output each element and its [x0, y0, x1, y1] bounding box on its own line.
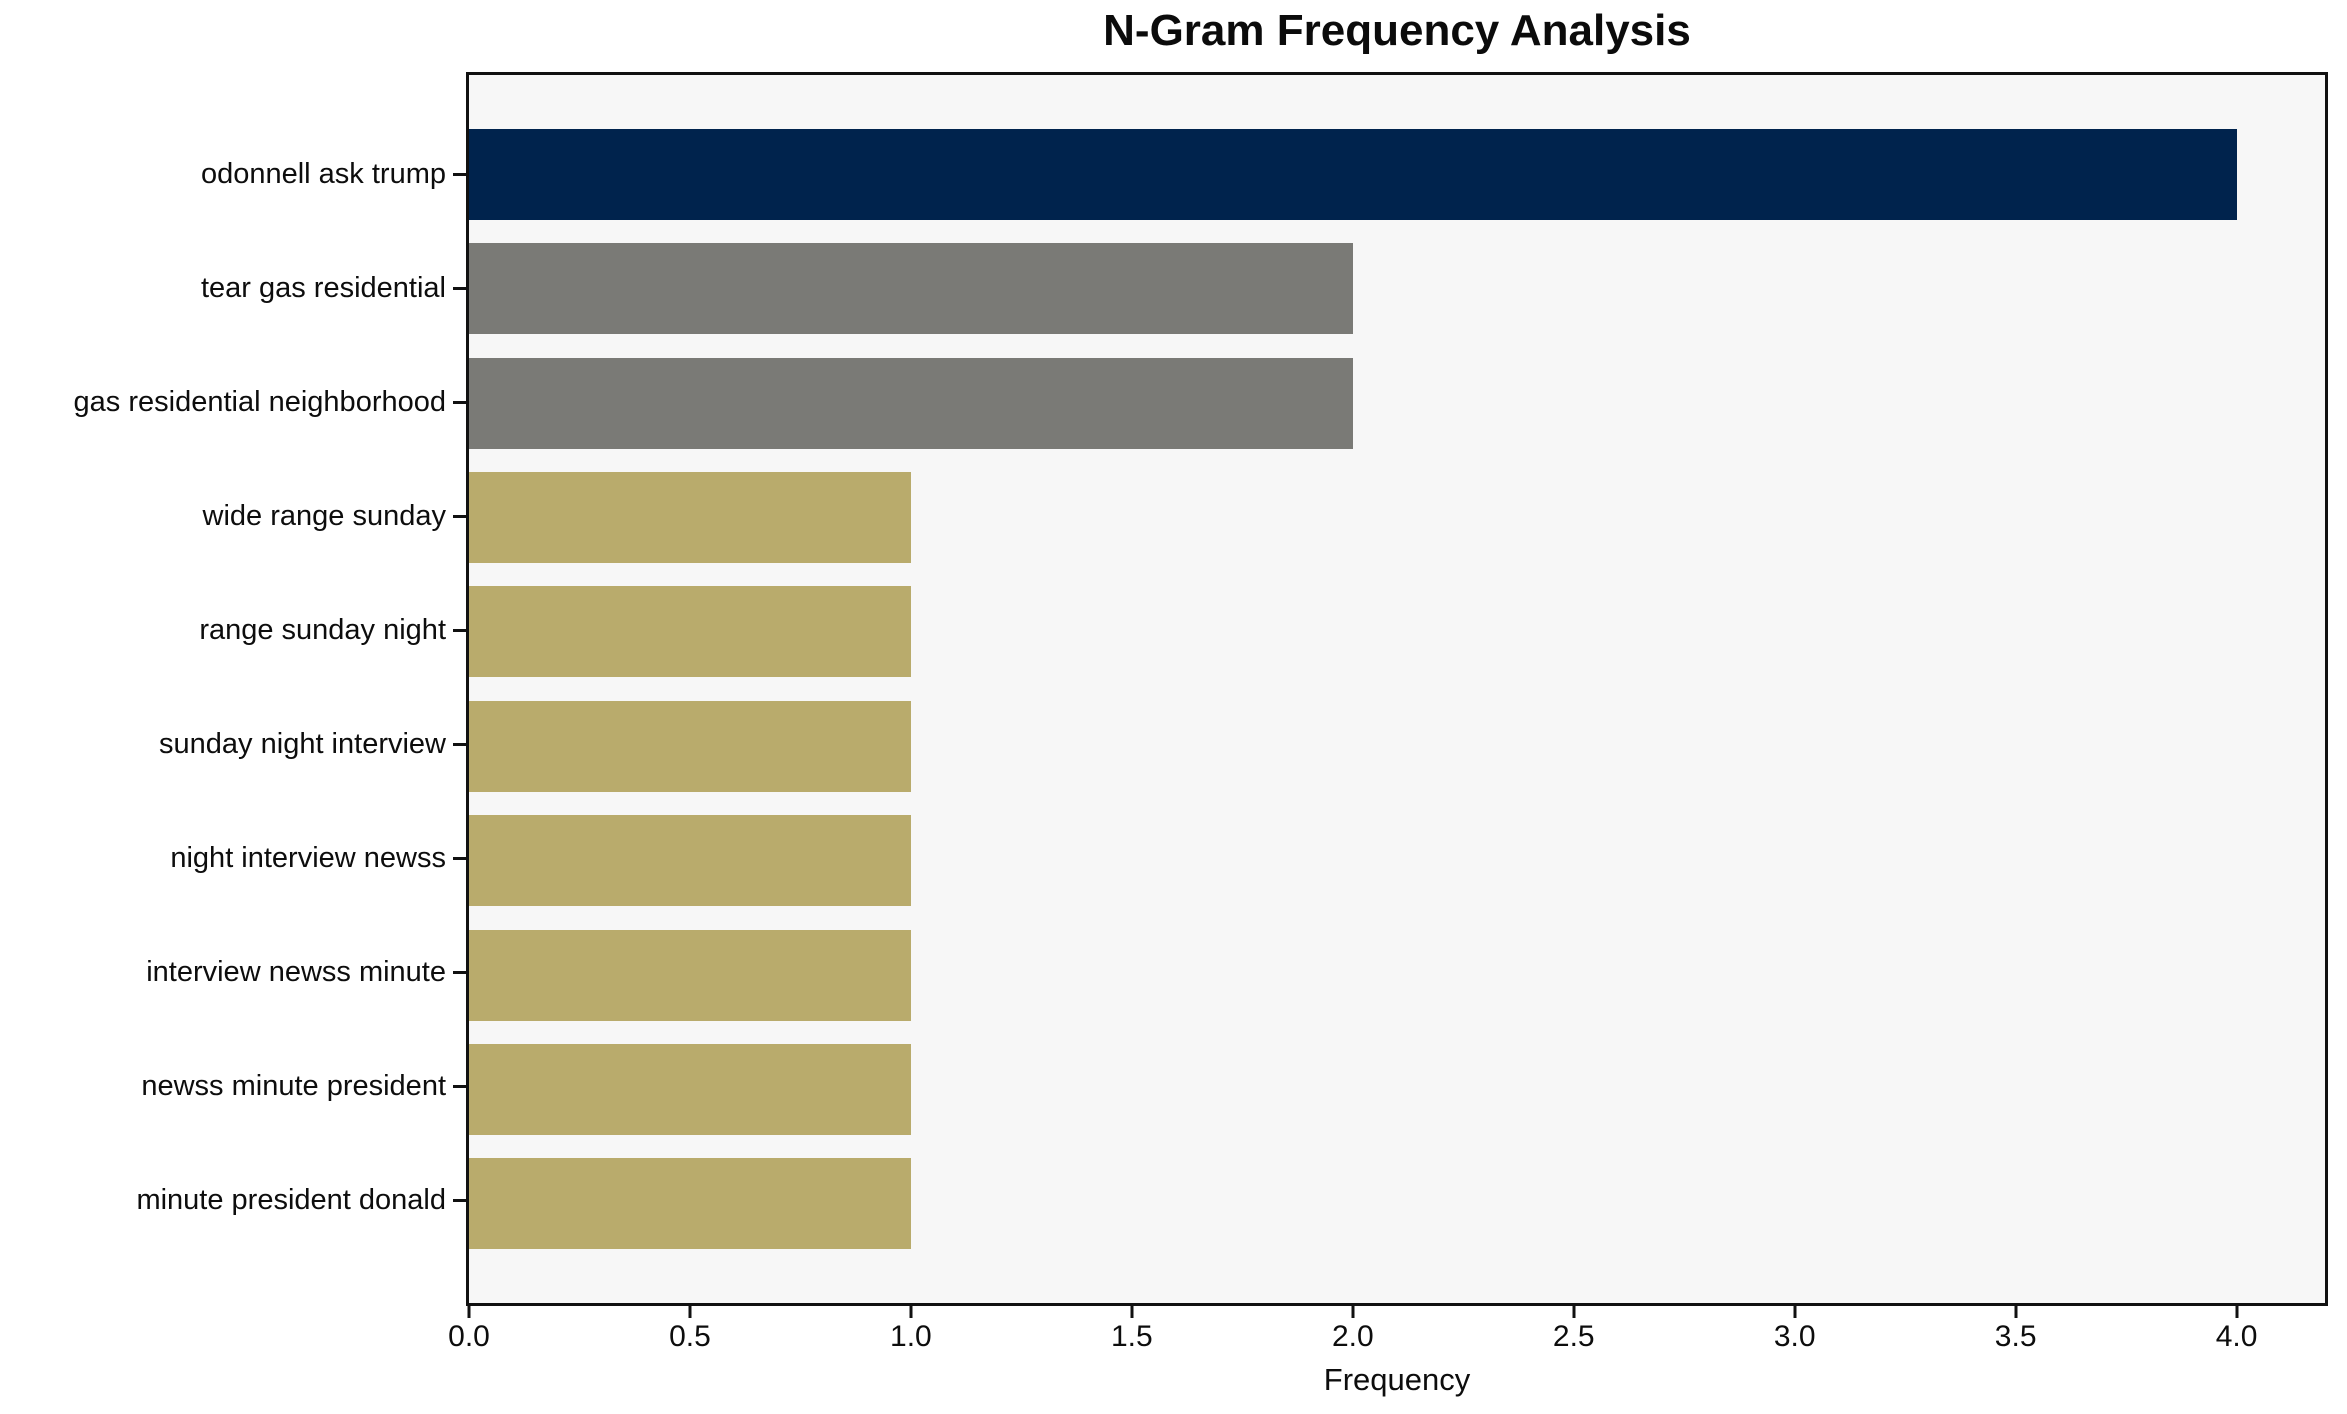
bars-container — [469, 75, 2325, 1303]
y-tick-label: newss minute president — [141, 1070, 446, 1103]
x-tick-mark — [2235, 1303, 2239, 1318]
y-tick-mark — [453, 514, 466, 518]
bar-gas-residential-neighborhood — [469, 357, 1353, 449]
y-tick-label: night interview newss — [170, 842, 446, 875]
y-tick-mark — [453, 172, 466, 176]
x-tick-label: 1.5 — [1110, 1320, 1153, 1353]
y-tick-label: range sunday night — [199, 613, 446, 646]
bar-row — [469, 689, 2325, 803]
y-tick-label: odonnell ask trump — [200, 157, 446, 190]
ylabel-row: interview newss minute — [0, 916, 466, 1030]
bar-minute-president-donald — [469, 1158, 911, 1250]
bar-row — [469, 1147, 2325, 1261]
bar-row — [469, 918, 2325, 1032]
ylabel-row: night interview newss — [0, 802, 466, 916]
y-tick-mark — [453, 743, 466, 747]
x-tick-label: 0.5 — [669, 1320, 711, 1353]
y-tick-label: minute president donald — [136, 1184, 446, 1217]
y-tick-mark — [453, 857, 466, 861]
y-axis-labels: odonnell ask trump tear gas residential ga… — [0, 75, 466, 1300]
x-tick-label: 3.5 — [1994, 1320, 2037, 1353]
x-tick-mark — [1130, 1303, 1134, 1318]
x-tick-mark — [1351, 1303, 1355, 1318]
chart-title: N-Gram Frequency Analysis — [1103, 6, 1691, 55]
ylabel-row: gas residential neighborhood — [0, 345, 466, 459]
x-tick-mark — [2014, 1303, 2018, 1318]
bar-sunday-night-interview — [469, 700, 911, 792]
ylabel-row: odonnell ask trump — [0, 117, 466, 231]
ylabel-row: sunday night interview — [0, 687, 466, 801]
bar-row — [469, 460, 2325, 574]
x-axis-tick-labels: 0.0 0.5 1.0 1.5 2.0 2.5 3.0 3.5 4.0 — [448, 1320, 2325, 1360]
y-tick-mark — [453, 400, 466, 404]
y-tick-label: gas residential neighborhood — [73, 385, 446, 418]
x-tick-mark — [467, 1303, 471, 1318]
x-axis-ticks — [467, 1303, 2325, 1318]
y-tick-label: interview newss minute — [146, 956, 446, 989]
x-tick-label: 1.0 — [890, 1320, 932, 1353]
ylabel-row: minute president donald — [0, 1144, 466, 1258]
x-tick-label: 3.0 — [1773, 1320, 1816, 1353]
bar-row — [469, 346, 2325, 460]
bar-row — [469, 117, 2325, 231]
bar-newss-minute-president — [469, 1043, 911, 1135]
x-tick-mark — [909, 1303, 913, 1318]
x-tick-mark — [1793, 1303, 1797, 1318]
y-tick-label: wide range sunday — [202, 499, 446, 532]
x-tick-mark — [1572, 1303, 1576, 1318]
ylabel-row: newss minute president — [0, 1030, 466, 1144]
bar-row — [469, 231, 2325, 345]
x-tick-label: 4.0 — [2215, 1320, 2258, 1353]
ylabel-row: range sunday night — [0, 573, 466, 687]
y-tick-mark — [453, 286, 466, 290]
bar-row — [469, 1032, 2325, 1146]
x-tick-label: 2.5 — [1552, 1320, 1595, 1353]
plot-area — [466, 72, 2328, 1306]
bar-tear-gas-residential — [469, 243, 1353, 335]
y-tick-mark — [453, 628, 466, 632]
x-tick-label: 2.0 — [1331, 1320, 1374, 1353]
y-tick-mark — [453, 1199, 466, 1203]
ylabel-row: tear gas residential — [0, 231, 466, 345]
x-tick-label: 0.0 — [448, 1320, 490, 1353]
y-tick-label: sunday night interview — [159, 728, 446, 761]
bar-odonnell-ask-trump — [469, 128, 2237, 220]
bar-night-interview-newss — [469, 815, 911, 907]
y-tick-mark — [453, 1085, 466, 1089]
ylabel-row: wide range sunday — [0, 459, 466, 573]
bar-row — [469, 575, 2325, 689]
x-axis-label: Frequency — [1323, 1362, 1471, 1397]
bar-interview-newss-minute — [469, 929, 911, 1021]
bar-range-sunday-night — [469, 586, 911, 678]
y-tick-mark — [453, 971, 466, 975]
bar-wide-range-sunday — [469, 471, 911, 563]
y-tick-label: tear gas residential — [200, 271, 446, 304]
bar-row — [469, 803, 2325, 917]
x-tick-mark — [688, 1303, 692, 1318]
